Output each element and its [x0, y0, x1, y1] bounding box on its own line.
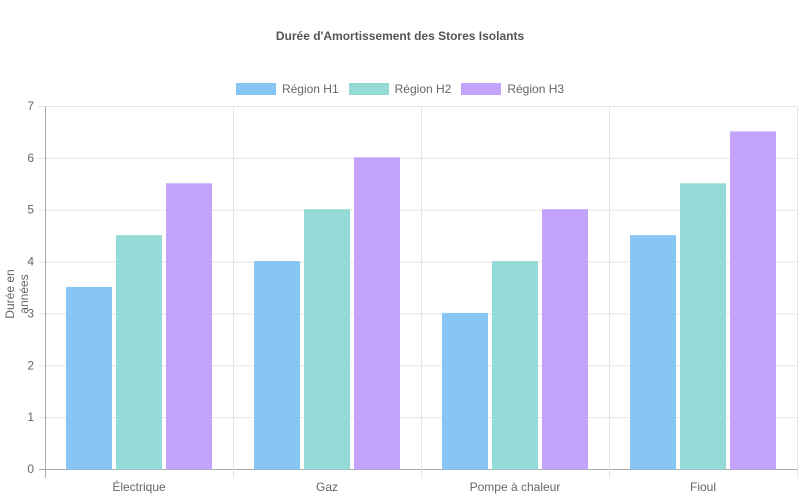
y-tick-label: 3 — [27, 306, 34, 320]
legend-label-h3: Région H3 — [507, 82, 565, 96]
y-tick-label: 5 — [27, 203, 34, 217]
x-tick-label: Pompe à chaleur — [470, 480, 561, 494]
bar-région-h1[interactable] — [66, 287, 112, 470]
y-tick-label: 6 — [27, 151, 34, 165]
bar-région-h3[interactable] — [166, 183, 212, 470]
legend-label-h1: Région H1 — [281, 82, 339, 96]
bar-région-h1[interactable] — [442, 312, 488, 470]
y-tick-label: 1 — [27, 410, 34, 424]
bar-région-h2[interactable] — [680, 183, 726, 470]
y-tick-label: 7 — [27, 99, 34, 113]
x-tick-label: Gaz — [316, 480, 338, 494]
bar-région-h2[interactable] — [116, 235, 162, 470]
bar-région-h3[interactable] — [542, 209, 588, 470]
legend-item-h2[interactable]: Région H2 — [348, 82, 452, 96]
x-tick-label: Fioul — [690, 480, 716, 494]
bar-région-h3[interactable] — [354, 157, 400, 470]
legend-swatch-h3 — [461, 83, 502, 95]
bar-région-h2[interactable] — [492, 261, 538, 470]
bar-région-h1[interactable] — [254, 261, 300, 470]
chart-title: Durée d'Amortissement des Stores Isolant… — [275, 29, 525, 43]
bar-région-h2[interactable] — [304, 209, 350, 470]
y-tick-label: 4 — [27, 255, 34, 269]
x-tick-label: Électrique — [112, 479, 166, 494]
y-tick-label: 2 — [27, 358, 34, 372]
chart-legend: Région H1 Région H2 Région H3 — [0, 82, 800, 96]
legend-swatch-h2 — [348, 83, 389, 95]
y-tick-label: 0 — [27, 462, 34, 476]
bar-région-h3[interactable] — [730, 131, 776, 470]
legend-item-h1[interactable]: Région H1 — [235, 82, 339, 96]
legend-item-h3[interactable]: Région H3 — [461, 82, 564, 96]
legend-swatch-h1 — [235, 83, 276, 95]
bar-région-h1[interactable] — [630, 235, 676, 470]
legend-label-h2: Région H2 — [394, 82, 452, 96]
